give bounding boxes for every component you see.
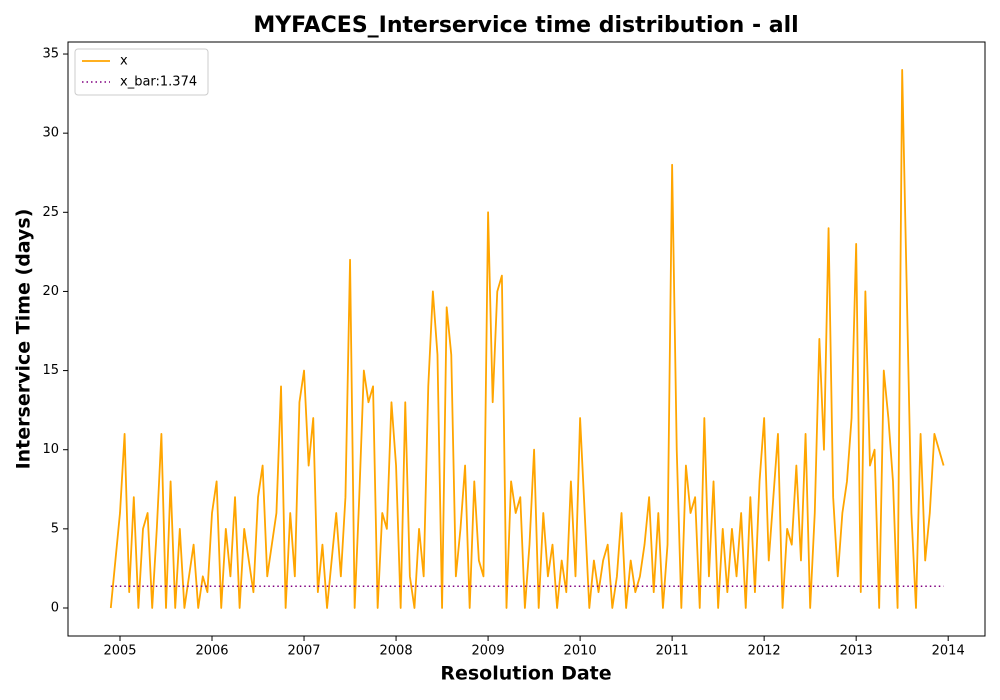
x-tick-label: 2009	[472, 644, 505, 659]
y-tick-label: 20	[42, 284, 59, 299]
x-tick-label: 2005	[103, 644, 136, 659]
x-tick-label: 2006	[195, 644, 228, 659]
y-tick-label: 0	[51, 600, 59, 615]
x-tick-label: 2014	[932, 644, 965, 659]
chart-title: MYFACES_Interservice time distribution -…	[253, 13, 798, 38]
x-tick-label: 2010	[564, 644, 597, 659]
y-tick-label: 5	[51, 521, 59, 536]
x-tick-label: 2011	[656, 644, 689, 659]
y-tick-label: 10	[42, 442, 59, 457]
y-tick-label: 35	[42, 47, 59, 62]
y-tick-label: 30	[42, 126, 59, 141]
data-line	[109, 68, 945, 609]
legend-label: x_bar:1.374	[120, 75, 197, 90]
y-axis-label: Interservice Time (days)	[13, 209, 35, 470]
legend-label: x	[120, 54, 128, 69]
x-axis-label: Resolution Date	[440, 663, 611, 685]
x-tick-label: 2012	[748, 644, 781, 659]
x-tick-label: 2013	[840, 644, 873, 659]
x-tick-label: 2007	[287, 644, 320, 659]
plot-frame	[67, 41, 986, 637]
x-tick-label: 2008	[380, 644, 413, 659]
y-tick-label: 15	[42, 363, 59, 378]
y-tick-label: 25	[42, 205, 59, 220]
